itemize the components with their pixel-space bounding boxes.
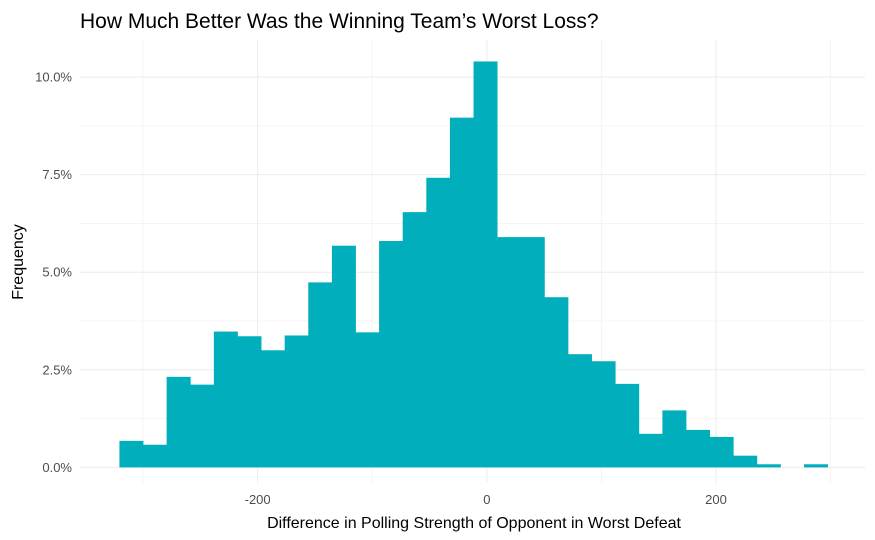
chart-title: How Much Better Was the Winning Team’s W…	[80, 10, 599, 33]
histogram-bar	[544, 297, 569, 468]
y-axis-tick-labels: 0.0% 2.5% 5.0% 7.5% 10.0%	[35, 70, 72, 475]
x-tick-label: -200	[245, 492, 271, 507]
histogram-bar	[261, 350, 286, 468]
histogram-bar	[685, 429, 711, 468]
histogram-bar	[190, 384, 215, 468]
histogram-bar	[615, 383, 640, 468]
histogram-bar	[402, 212, 427, 468]
x-tick-label: 0	[483, 492, 490, 507]
histogram-bar	[756, 464, 781, 468]
histogram-bar	[237, 336, 262, 468]
x-axis-tick-labels: -200 0 200	[245, 492, 727, 507]
x-tick-label: 200	[705, 492, 727, 507]
histogram-bar	[166, 376, 191, 468]
histogram-bar	[213, 331, 238, 468]
histogram-bar	[308, 282, 333, 468]
histogram-bar	[709, 436, 734, 468]
histogram-bar	[331, 245, 356, 468]
y-tick-label: 7.5%	[42, 167, 72, 182]
histogram-bar	[567, 354, 592, 468]
histogram-bar	[426, 177, 451, 468]
y-tick-label: 10.0%	[35, 70, 72, 85]
histogram-bar	[638, 433, 663, 468]
histogram-bar	[379, 241, 404, 468]
y-axis-title: Frequency	[10, 224, 27, 300]
y-tick-label: 0.0%	[42, 460, 72, 475]
histogram-bar	[591, 361, 616, 468]
x-axis-title: Difference in Polling Strength of Oppone…	[267, 515, 681, 532]
histogram-bar	[520, 237, 545, 468]
histogram-bar	[449, 117, 474, 468]
histogram-bars	[119, 61, 829, 468]
histogram-bar	[662, 410, 687, 468]
histogram-bar	[355, 332, 380, 468]
histogram-bar	[473, 61, 498, 468]
histogram-bar	[119, 440, 144, 468]
histogram-bar	[497, 237, 522, 468]
histogram-bar	[284, 335, 309, 468]
histogram-bar	[804, 464, 829, 468]
histogram-bar	[733, 455, 758, 468]
histogram-bar	[143, 444, 168, 468]
y-tick-label: 2.5%	[42, 362, 72, 377]
y-tick-label: 5.0%	[42, 265, 72, 280]
